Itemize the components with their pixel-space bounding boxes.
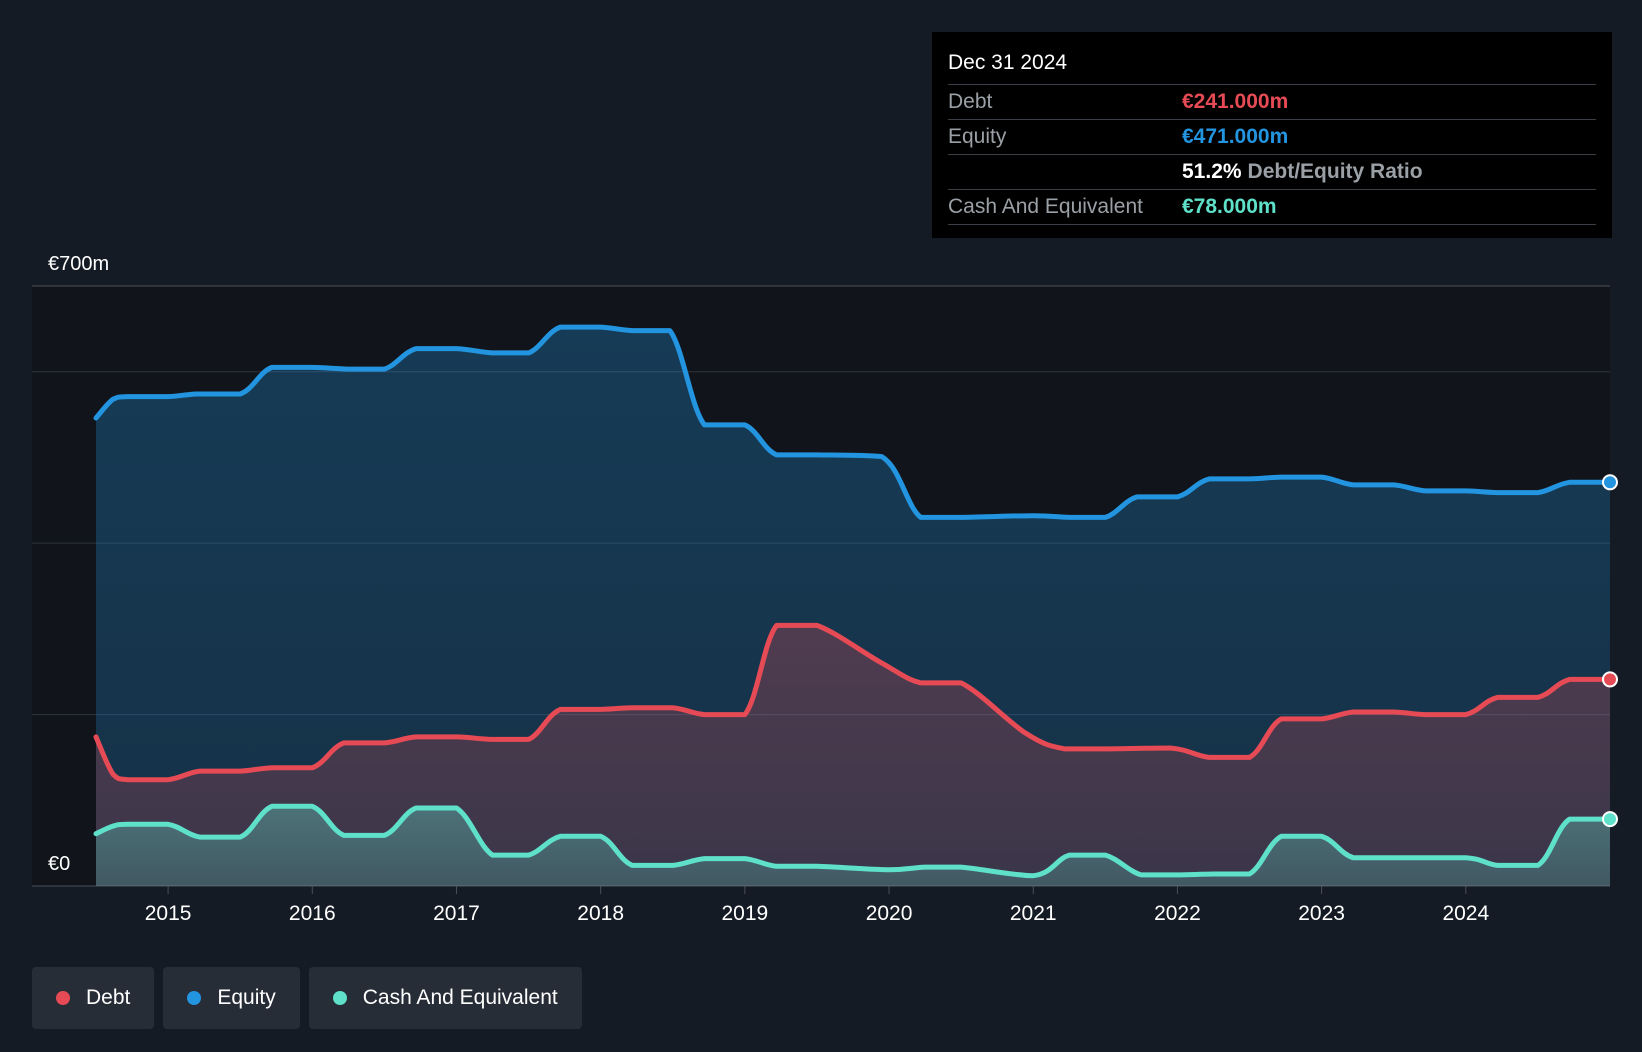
x-tick-label: 2019 xyxy=(721,902,768,925)
tooltip-cash-row: Cash And Equivalent €78.000m xyxy=(948,190,1596,225)
y-axis-bottom-label: €0 xyxy=(48,853,70,875)
legend-item-cash[interactable]: Cash And Equivalent xyxy=(308,967,582,1029)
legend-debt-label: Debt xyxy=(86,986,131,1009)
tooltip-ratio-row: 51.2% Debt/Equity Ratio xyxy=(948,154,1596,190)
tooltip-debt-value: €241.000m xyxy=(1182,90,1289,113)
debt-endpoint-marker[interactable] xyxy=(1602,671,1618,688)
tooltip-debt-label: Debt xyxy=(948,90,993,113)
tooltip-equity-label: Equity xyxy=(948,125,1007,148)
tooltip-panel: Dec 31 2024 Debt €241.000m Equity €471.0… xyxy=(932,32,1612,238)
tooltip-equity-row: Equity €471.000m xyxy=(948,120,1596,154)
tooltip-debt-row: Debt €241.000m xyxy=(948,85,1596,120)
x-tick-label: 2022 xyxy=(1154,902,1201,925)
legend-item-debt[interactable]: Debt xyxy=(32,967,155,1029)
x-tick-label: 2024 xyxy=(1442,902,1489,925)
tooltip-cash-label: Cash And Equivalent xyxy=(948,195,1143,218)
tooltip-cash-value: €78.000m xyxy=(1182,195,1277,218)
cash-area xyxy=(96,806,1610,886)
cash-line xyxy=(93,803,1613,879)
tooltip-ratio-label: Debt/Equity Ratio xyxy=(1247,160,1423,183)
debt-line xyxy=(93,622,1613,783)
equity-line xyxy=(93,324,1613,520)
debt-area xyxy=(96,625,1610,886)
debt-dot-icon xyxy=(56,991,70,1005)
legend-equity-label: Equity xyxy=(217,986,276,1009)
equity-endpoint-marker[interactable] xyxy=(1602,474,1618,491)
tooltip-date: Dec 31 2024 xyxy=(948,48,1596,85)
x-tick-label: 2016 xyxy=(289,902,336,925)
tooltip-ratio-value: 51.2% xyxy=(1182,160,1242,183)
cash-dot-icon xyxy=(332,991,347,1005)
x-tick-label: 2021 xyxy=(1010,902,1057,925)
legend: Debt Equity Cash And Equivalent xyxy=(32,967,582,1029)
cash-endpoint-marker[interactable] xyxy=(1602,811,1618,828)
x-tick-label: 2015 xyxy=(145,902,192,925)
x-tick-label: 2017 xyxy=(433,902,480,925)
x-tick-label: 2018 xyxy=(577,902,624,925)
legend-item-equity[interactable]: Equity xyxy=(163,967,300,1029)
y-axis-top-label: €700m xyxy=(48,253,109,275)
tooltip-equity-value: €471.000m xyxy=(1182,125,1289,148)
x-tick-label: 2020 xyxy=(866,902,913,925)
x-tick-label: 2023 xyxy=(1298,902,1345,925)
equity-dot-icon xyxy=(187,991,202,1005)
legend-cash-label: Cash And Equivalent xyxy=(362,986,558,1009)
